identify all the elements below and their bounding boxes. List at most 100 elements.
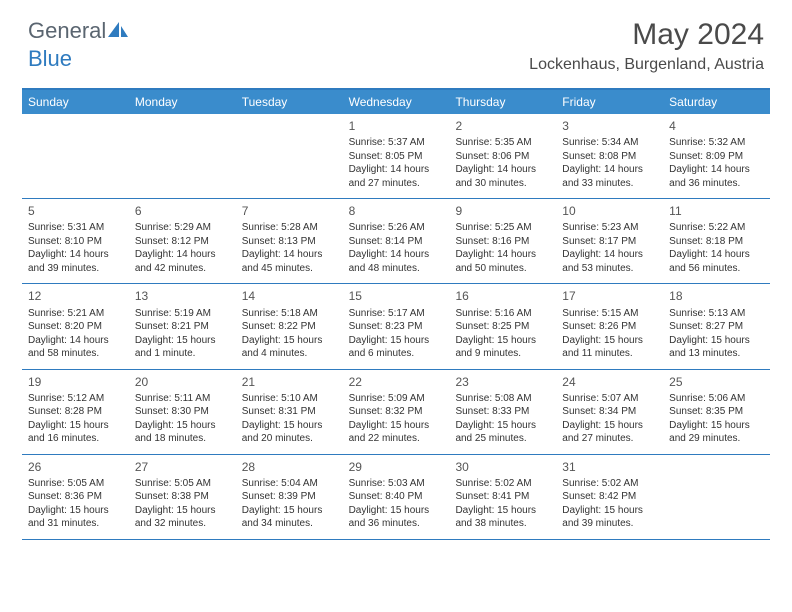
day-number: 5 xyxy=(28,203,123,219)
sunrise-text: Sunrise: 5:18 AM xyxy=(242,307,337,321)
daylight-text: and 20 minutes. xyxy=(242,432,337,446)
sunset-text: Sunset: 8:26 PM xyxy=(562,320,657,334)
sunset-text: Sunset: 8:42 PM xyxy=(562,490,657,504)
day-number: 26 xyxy=(28,459,123,475)
day-number: 28 xyxy=(242,459,337,475)
sunrise-text: Sunrise: 5:23 AM xyxy=(562,221,657,235)
daylight-text: and 25 minutes. xyxy=(455,432,550,446)
title-block: May 2024 Lockenhaus, Burgenland, Austria xyxy=(529,18,764,74)
day-cell: 5Sunrise: 5:31 AMSunset: 8:10 PMDaylight… xyxy=(22,199,129,283)
page-header: General May 2024 Lockenhaus, Burgenland,… xyxy=(0,0,792,78)
daylight-text: Daylight: 15 hours xyxy=(242,334,337,348)
weekday-header-row: Sunday Monday Tuesday Wednesday Thursday… xyxy=(22,90,770,114)
day-cell: 8Sunrise: 5:26 AMSunset: 8:14 PMDaylight… xyxy=(343,199,450,283)
sunset-text: Sunset: 8:35 PM xyxy=(669,405,764,419)
logo: General xyxy=(28,18,128,44)
day-cell: 23Sunrise: 5:08 AMSunset: 8:33 PMDayligh… xyxy=(449,370,556,454)
daylight-text: Daylight: 15 hours xyxy=(562,334,657,348)
day-number: 4 xyxy=(669,118,764,134)
daylight-text: Daylight: 15 hours xyxy=(28,504,123,518)
day-number: 13 xyxy=(135,288,230,304)
day-cell: 18Sunrise: 5:13 AMSunset: 8:27 PMDayligh… xyxy=(663,284,770,368)
sunrise-text: Sunrise: 5:05 AM xyxy=(135,477,230,491)
day-cell: 15Sunrise: 5:17 AMSunset: 8:23 PMDayligh… xyxy=(343,284,450,368)
sunrise-text: Sunrise: 5:21 AM xyxy=(28,307,123,321)
day-cell: 2Sunrise: 5:35 AMSunset: 8:06 PMDaylight… xyxy=(449,114,556,198)
day-number: 7 xyxy=(242,203,337,219)
week-row: 19Sunrise: 5:12 AMSunset: 8:28 PMDayligh… xyxy=(22,370,770,455)
day-number: 30 xyxy=(455,459,550,475)
day-number: 9 xyxy=(455,203,550,219)
daylight-text: Daylight: 15 hours xyxy=(242,504,337,518)
day-cell: 11Sunrise: 5:22 AMSunset: 8:18 PMDayligh… xyxy=(663,199,770,283)
sunrise-text: Sunrise: 5:32 AM xyxy=(669,136,764,150)
daylight-text: and 39 minutes. xyxy=(28,262,123,276)
sunset-text: Sunset: 8:21 PM xyxy=(135,320,230,334)
sunset-text: Sunset: 8:30 PM xyxy=(135,405,230,419)
sunset-text: Sunset: 8:36 PM xyxy=(28,490,123,504)
daylight-text: and 56 minutes. xyxy=(669,262,764,276)
daylight-text: and 31 minutes. xyxy=(28,517,123,531)
day-number: 1 xyxy=(349,118,444,134)
day-cell: 1Sunrise: 5:37 AMSunset: 8:05 PMDaylight… xyxy=(343,114,450,198)
daylight-text: Daylight: 14 hours xyxy=(28,248,123,262)
day-cell: 24Sunrise: 5:07 AMSunset: 8:34 PMDayligh… xyxy=(556,370,663,454)
daylight-text: and 45 minutes. xyxy=(242,262,337,276)
calendar: Sunday Monday Tuesday Wednesday Thursday… xyxy=(22,88,770,540)
daylight-text: Daylight: 15 hours xyxy=(135,419,230,433)
daylight-text: and 1 minute. xyxy=(135,347,230,361)
sunrise-text: Sunrise: 5:13 AM xyxy=(669,307,764,321)
daylight-text: Daylight: 14 hours xyxy=(562,163,657,177)
sunrise-text: Sunrise: 5:06 AM xyxy=(669,392,764,406)
sunrise-text: Sunrise: 5:11 AM xyxy=(135,392,230,406)
day-number: 2 xyxy=(455,118,550,134)
daylight-text: and 33 minutes. xyxy=(562,177,657,191)
weekday-header: Sunday xyxy=(22,90,129,114)
daylight-text: Daylight: 15 hours xyxy=(242,419,337,433)
day-number: 24 xyxy=(562,374,657,390)
sunset-text: Sunset: 8:13 PM xyxy=(242,235,337,249)
daylight-text: Daylight: 15 hours xyxy=(455,334,550,348)
sunset-text: Sunset: 8:23 PM xyxy=(349,320,444,334)
day-cell-empty xyxy=(236,114,343,198)
sunrise-text: Sunrise: 5:26 AM xyxy=(349,221,444,235)
daylight-text: Daylight: 15 hours xyxy=(669,419,764,433)
logo-sail-icon xyxy=(108,18,128,44)
day-cell: 27Sunrise: 5:05 AMSunset: 8:38 PMDayligh… xyxy=(129,455,236,539)
daylight-text: and 39 minutes. xyxy=(562,517,657,531)
day-number: 11 xyxy=(669,203,764,219)
daylight-text: Daylight: 14 hours xyxy=(455,248,550,262)
sunset-text: Sunset: 8:05 PM xyxy=(349,150,444,164)
day-cell: 22Sunrise: 5:09 AMSunset: 8:32 PMDayligh… xyxy=(343,370,450,454)
sunset-text: Sunset: 8:17 PM xyxy=(562,235,657,249)
day-cell: 13Sunrise: 5:19 AMSunset: 8:21 PMDayligh… xyxy=(129,284,236,368)
day-number: 18 xyxy=(669,288,764,304)
day-cell: 16Sunrise: 5:16 AMSunset: 8:25 PMDayligh… xyxy=(449,284,556,368)
sunset-text: Sunset: 8:28 PM xyxy=(28,405,123,419)
daylight-text: Daylight: 15 hours xyxy=(562,504,657,518)
sunset-text: Sunset: 8:12 PM xyxy=(135,235,230,249)
sunset-text: Sunset: 8:08 PM xyxy=(562,150,657,164)
daylight-text: Daylight: 15 hours xyxy=(455,419,550,433)
day-cell: 14Sunrise: 5:18 AMSunset: 8:22 PMDayligh… xyxy=(236,284,343,368)
daylight-text: and 53 minutes. xyxy=(562,262,657,276)
sunrise-text: Sunrise: 5:02 AM xyxy=(562,477,657,491)
day-number: 12 xyxy=(28,288,123,304)
sunset-text: Sunset: 8:40 PM xyxy=(349,490,444,504)
daylight-text: Daylight: 14 hours xyxy=(669,163,764,177)
day-cell: 9Sunrise: 5:25 AMSunset: 8:16 PMDaylight… xyxy=(449,199,556,283)
sunrise-text: Sunrise: 5:16 AM xyxy=(455,307,550,321)
daylight-text: Daylight: 14 hours xyxy=(28,334,123,348)
daylight-text: Daylight: 14 hours xyxy=(455,163,550,177)
day-number: 25 xyxy=(669,374,764,390)
sunset-text: Sunset: 8:41 PM xyxy=(455,490,550,504)
sunset-text: Sunset: 8:25 PM xyxy=(455,320,550,334)
weekday-header: Wednesday xyxy=(343,90,450,114)
daylight-text: and 34 minutes. xyxy=(242,517,337,531)
sunrise-text: Sunrise: 5:29 AM xyxy=(135,221,230,235)
sunrise-text: Sunrise: 5:07 AM xyxy=(562,392,657,406)
day-cell: 19Sunrise: 5:12 AMSunset: 8:28 PMDayligh… xyxy=(22,370,129,454)
day-cell: 21Sunrise: 5:10 AMSunset: 8:31 PMDayligh… xyxy=(236,370,343,454)
sunset-text: Sunset: 8:31 PM xyxy=(242,405,337,419)
week-row: 5Sunrise: 5:31 AMSunset: 8:10 PMDaylight… xyxy=(22,199,770,284)
